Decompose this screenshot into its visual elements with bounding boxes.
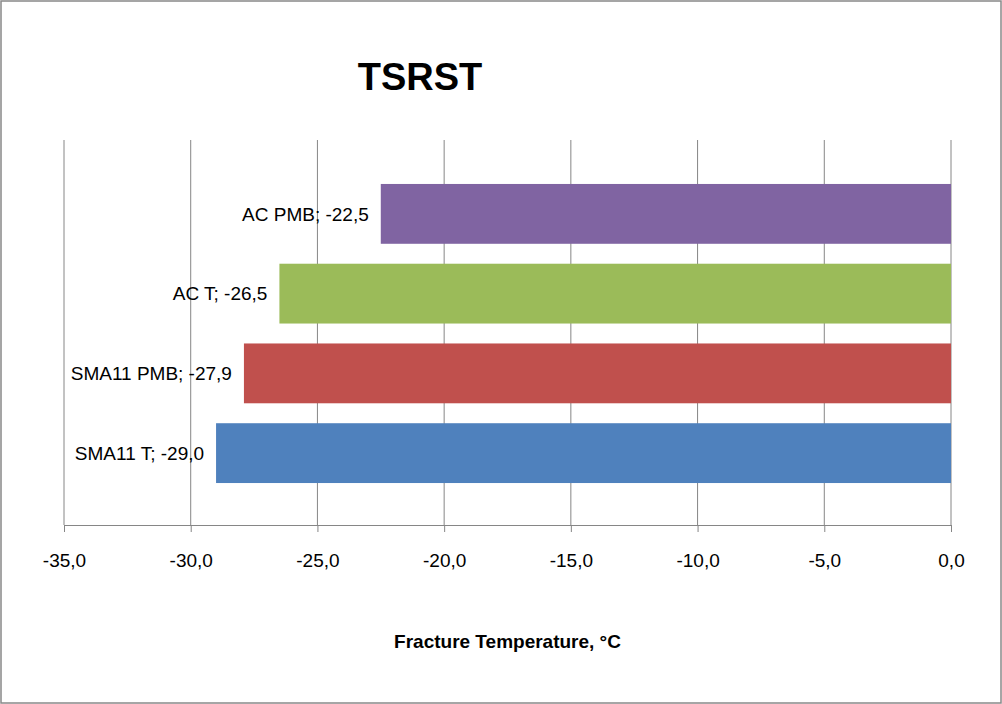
grid-line (64, 140, 65, 525)
bars (216, 184, 951, 483)
x-tick-label: -15,0 (550, 550, 593, 571)
x-tick: -20,0 (423, 525, 466, 571)
x-tick-mark (191, 525, 192, 532)
x-tick-mark (951, 525, 952, 532)
bar (244, 343, 951, 403)
x-tick-mark (698, 525, 699, 532)
bar (216, 423, 951, 483)
x-tick-mark (317, 525, 318, 532)
x-tick-label: -20,0 (423, 550, 466, 571)
x-tick-label: -35,0 (43, 550, 86, 571)
data-label: SMA11 T; -29,0 (75, 443, 204, 464)
x-tick-label: 0,0 (938, 550, 964, 571)
x-tick: -30,0 (170, 525, 213, 571)
x-tick-mark (64, 525, 65, 532)
x-axis-title: Fracture Temperature, °C (394, 631, 621, 652)
data-label: AC T; -26,5 (173, 283, 268, 304)
x-tick: -25,0 (296, 525, 339, 571)
x-axis-line (65, 526, 952, 533)
x-tick: -15,0 (550, 525, 593, 571)
grid-line (190, 140, 191, 525)
x-tick-mark (824, 525, 825, 532)
x-tick: 0,0 (938, 525, 964, 571)
chart-frame (1, 1, 1001, 703)
x-tick-label: -5,0 (808, 550, 841, 571)
x-tick-label: -25,0 (296, 550, 339, 571)
bar (381, 184, 951, 244)
bar (279, 264, 951, 324)
chart: -35,0 -30,0 -25,0 -20,0 -15,0 -10,0 -5,0 0,0 SMA… (0, 0, 1002, 704)
x-tick: -10,0 (676, 525, 719, 571)
x-tick: -5,0 (808, 525, 841, 571)
data-labels: SMA11 T; -29,0 SMA11 PMB; -27,9 AC T; -26,… (71, 204, 369, 464)
data-label: AC PMB; -22,5 (242, 204, 369, 225)
grid (64, 140, 951, 525)
data-label: SMA11 PMB; -27,9 (71, 363, 232, 384)
x-axis: -35,0 -30,0 -25,0 -20,0 -15,0 -10,0 -5,0 0,0 (43, 525, 965, 571)
x-tick-mark (444, 525, 445, 532)
title: TSRST (358, 56, 483, 98)
x-tick-label: -10,0 (676, 550, 719, 571)
x-tick-mark (571, 525, 572, 532)
x-tick: -35,0 (43, 525, 86, 571)
x-tick-label: -30,0 (170, 550, 213, 571)
